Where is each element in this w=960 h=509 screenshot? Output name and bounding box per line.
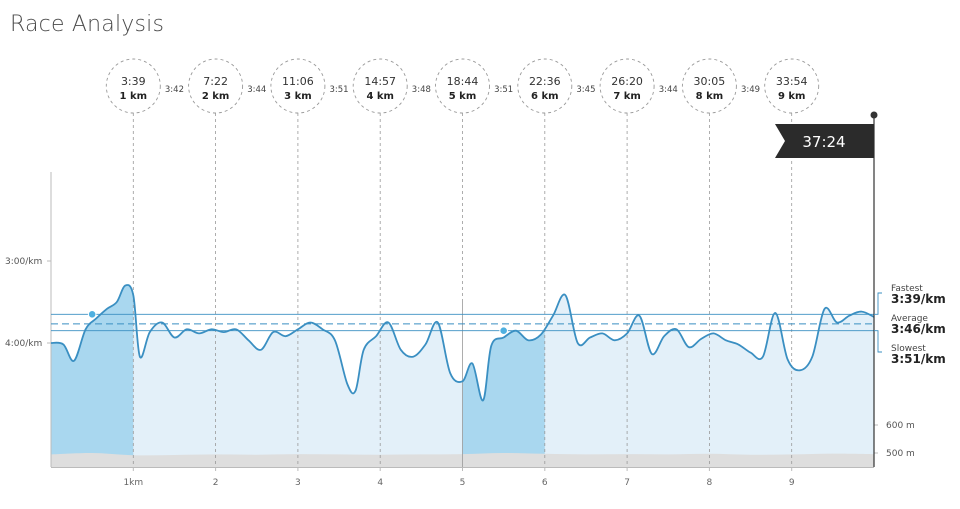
- lap-pace: 3:49: [741, 85, 760, 95]
- average-value: 3:46/km: [891, 322, 946, 336]
- finish-time: 37:24: [802, 133, 845, 151]
- lap-pace: 3:51: [330, 85, 349, 95]
- split-bubble: [105, 58, 161, 114]
- split-distance: 8 km: [696, 91, 724, 102]
- fastest-connector: [874, 292, 882, 315]
- reference-lines: [51, 313, 874, 332]
- split-distance: 3 km: [284, 91, 312, 102]
- split-bubble: [352, 58, 408, 114]
- fastest-marker: [87, 310, 97, 319]
- pace-series-line: [50, 284, 875, 402]
- split-bubble: [188, 58, 244, 114]
- x-tick-label: 4: [377, 478, 383, 488]
- slowest-value: 3:51/km: [891, 352, 946, 366]
- y-tick-label: 3:00/km: [5, 257, 42, 267]
- split-time: 11:06: [282, 75, 314, 88]
- split-distance: 7 km: [613, 91, 641, 102]
- axes: 3:00/km 4:00/km 1km 2 3 4 5 6 7 8 9 600 m 500 m: [5, 172, 915, 488]
- split-time: 30:05: [694, 75, 726, 88]
- fastest-value: 3:39/km: [891, 292, 946, 306]
- split-distance: 5 km: [449, 91, 477, 102]
- lap-pace: 3:51: [494, 85, 513, 95]
- pace-area-slowest-segment: [462, 329, 545, 467]
- split-distance: 2 km: [202, 91, 230, 102]
- elevation-tick-label: 500 m: [886, 449, 915, 459]
- x-tick-label: 3: [295, 478, 301, 488]
- finish-flag: 37:24: [775, 111, 878, 467]
- split-guides: [132, 113, 793, 467]
- x-tick-label: 7: [624, 478, 630, 488]
- lap-pace: 3:45: [576, 85, 595, 95]
- split-bubbles: 3:39 1 km 3:42 7:22 2 km 3:44 11:06 3 km 3:51 14:…: [105, 58, 820, 114]
- split-time: 22:36: [529, 75, 561, 88]
- x-tick-label: 1km: [123, 478, 143, 488]
- average-label: Average: [891, 314, 928, 324]
- split-bubble: [764, 58, 820, 114]
- split-time: 3:39: [121, 75, 146, 88]
- page-title: Race Analysis: [10, 12, 165, 37]
- split-bubble: [681, 58, 737, 114]
- x-tick-label: 6: [542, 478, 548, 488]
- lap-pace: 3:44: [659, 85, 678, 95]
- pace-area-fill: [51, 284, 874, 467]
- finish-pole-cap: [870, 111, 878, 119]
- split-time: 7:22: [203, 75, 228, 88]
- split-bubble: [435, 58, 490, 114]
- split-distance: 6 km: [531, 91, 559, 102]
- slowest-connector: [874, 330, 882, 353]
- fastest-label: Fastest: [891, 284, 923, 294]
- lap-pace: 3:42: [165, 85, 184, 95]
- x-tick-label: 8: [707, 478, 713, 488]
- split-time: 18:44: [447, 75, 479, 88]
- split-time: 26:20: [611, 75, 643, 88]
- elevation-tick-label: 600 m: [886, 421, 915, 431]
- split-distance: 9 km: [778, 91, 806, 102]
- split-time: 33:54: [776, 75, 808, 88]
- split-distance: 4 km: [366, 91, 394, 102]
- finish-flag-shape: [775, 124, 874, 158]
- y-tick-label: 4:00/km: [5, 339, 42, 349]
- split-distance: 1 km: [120, 91, 148, 102]
- split-bubble: [599, 58, 655, 114]
- lap-pace: 3:44: [247, 85, 266, 95]
- lap-pace: 3:48: [412, 85, 431, 95]
- slowest-marker: [499, 326, 508, 336]
- split-time: 14:57: [364, 75, 396, 88]
- split-bubble: [270, 58, 326, 114]
- split-bubble: [517, 58, 573, 114]
- pace-line: [50, 284, 875, 402]
- slowest-label: Slowest: [891, 344, 926, 354]
- x-tick-label: 5: [460, 478, 466, 488]
- markers: [87, 310, 508, 336]
- x-tick-label: 2: [213, 478, 219, 488]
- x-tick-label: 9: [789, 478, 795, 488]
